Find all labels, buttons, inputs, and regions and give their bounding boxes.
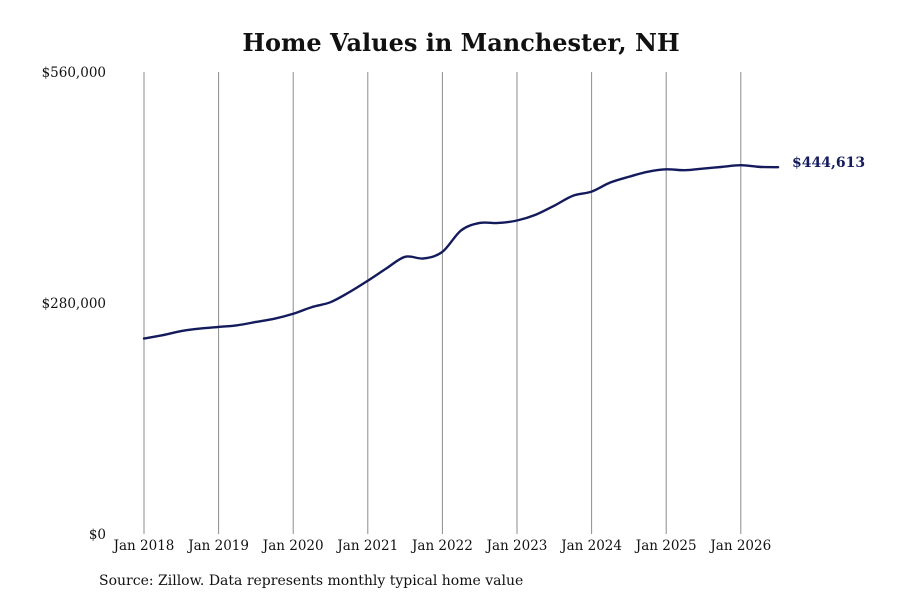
y-tick-label: $560,000: [42, 65, 106, 81]
x-tick-label: Jan 2019: [186, 538, 249, 554]
home-value-line: [142, 164, 780, 340]
x-tick-label: Jan 2023: [485, 538, 548, 554]
x-tick-label: Jan 2022: [410, 538, 473, 554]
y-tick-label: $280,000: [42, 296, 106, 312]
vertical-gridlines: [143, 72, 742, 534]
x-axis-ticks: Jan 2018 Jan 2019 Jan 2020 Jan 2021 Jan 2022…: [112, 538, 772, 554]
y-axis-ticks: $0 $280,000 $560,000: [42, 65, 106, 543]
series-layer: [142, 164, 780, 340]
x-tick-label: Jan 2026: [708, 538, 771, 554]
x-tick-label: Jan 2021: [335, 538, 398, 554]
y-tick-label: $0: [89, 527, 106, 543]
x-tick-label: Jan 2025: [634, 538, 697, 554]
x-tick-label: Jan 2024: [559, 538, 622, 554]
end-value-label: $444,613: [792, 155, 865, 171]
x-tick-label: Jan 2020: [261, 538, 324, 554]
source-note: Source: Zillow. Data represents monthly …: [99, 573, 524, 589]
x-tick-label: Jan 2018: [112, 538, 175, 554]
chart-title: Home Values in Manchester, NH: [242, 28, 680, 57]
